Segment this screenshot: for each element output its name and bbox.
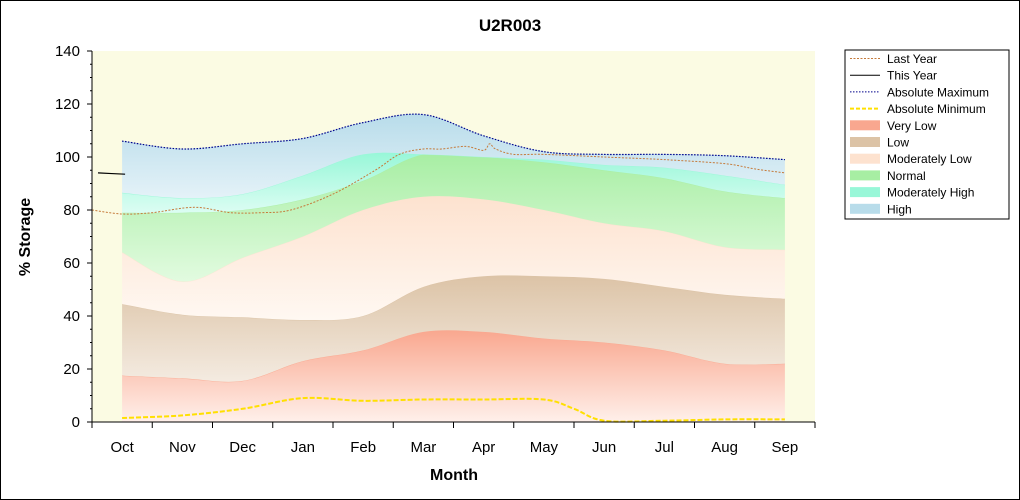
y-tick-label: 80: [63, 202, 80, 219]
legend-swatch-very-low: [850, 120, 880, 131]
y-tick-label: 20: [63, 361, 80, 378]
legend-label: Absolute Minimum: [887, 102, 986, 116]
band-edge-moderately-low: [121, 195, 785, 283]
x-tick-label: Feb: [350, 439, 376, 456]
x-axis-label: Month: [430, 467, 478, 484]
legend-label: Absolute Maximum: [887, 85, 989, 99]
legend-label: Low: [887, 136, 909, 150]
band-very-low: [122, 330, 785, 422]
legend: Last Year This Year Absolute Maximum Absolu…: [844, 49, 1010, 220]
y-axis-label: % Storage: [17, 198, 34, 276]
legend-label: High: [887, 202, 912, 216]
legend-label: Moderately High: [887, 186, 974, 200]
y-tick-label: 140: [55, 43, 80, 60]
legend-label: Normal: [887, 169, 926, 183]
band-low: [122, 275, 785, 382]
x-tick-label: Nov: [169, 439, 196, 456]
x-tick-label: Jun: [592, 439, 616, 456]
x-tick-label: Jul: [655, 439, 674, 456]
x-tick-label: Jan: [291, 439, 315, 456]
x-tick-label: May: [530, 439, 559, 456]
legend-label: This Year: [887, 69, 937, 83]
legend-swatch-low: [850, 137, 880, 147]
legend-swatch-high: [850, 203, 880, 214]
y-tick-label: 0: [72, 414, 80, 431]
x-tick-label: Sep: [772, 439, 799, 456]
y-tick-label: 60: [63, 255, 80, 272]
legend-swatch-moderately-high: [850, 187, 880, 198]
band-high: [122, 114, 785, 199]
y-tick-label: 100: [55, 149, 80, 166]
y-tick-label: 120: [55, 96, 80, 113]
legend-label: Very Low: [887, 119, 937, 133]
legend-swatch-moderately-low: [850, 153, 880, 164]
series-line-last-year: [91, 143, 785, 215]
band-moderately-low: [122, 196, 785, 321]
chart-title: U2R003: [479, 16, 541, 35]
series-line-this-year: [97, 172, 126, 175]
x-tick-label: Apr: [472, 439, 495, 456]
series-line-abs-max: [122, 113, 785, 161]
band-edge-low: [122, 274, 785, 321]
series-line-abs-min: [122, 396, 785, 423]
band-moderately-high: [122, 152, 785, 213]
x-tick-label: Dec: [229, 439, 256, 456]
x-tick-label: Oct: [110, 439, 134, 456]
legend-label: Last Year: [887, 52, 937, 66]
legend-label: Moderately Low: [887, 152, 972, 166]
band-normal: [122, 152, 785, 282]
legend-swatch-normal: [850, 170, 880, 181]
y-tick-label: 40: [63, 308, 80, 325]
x-tick-label: Aug: [711, 439, 738, 456]
x-tick-label: Mar: [410, 439, 436, 456]
